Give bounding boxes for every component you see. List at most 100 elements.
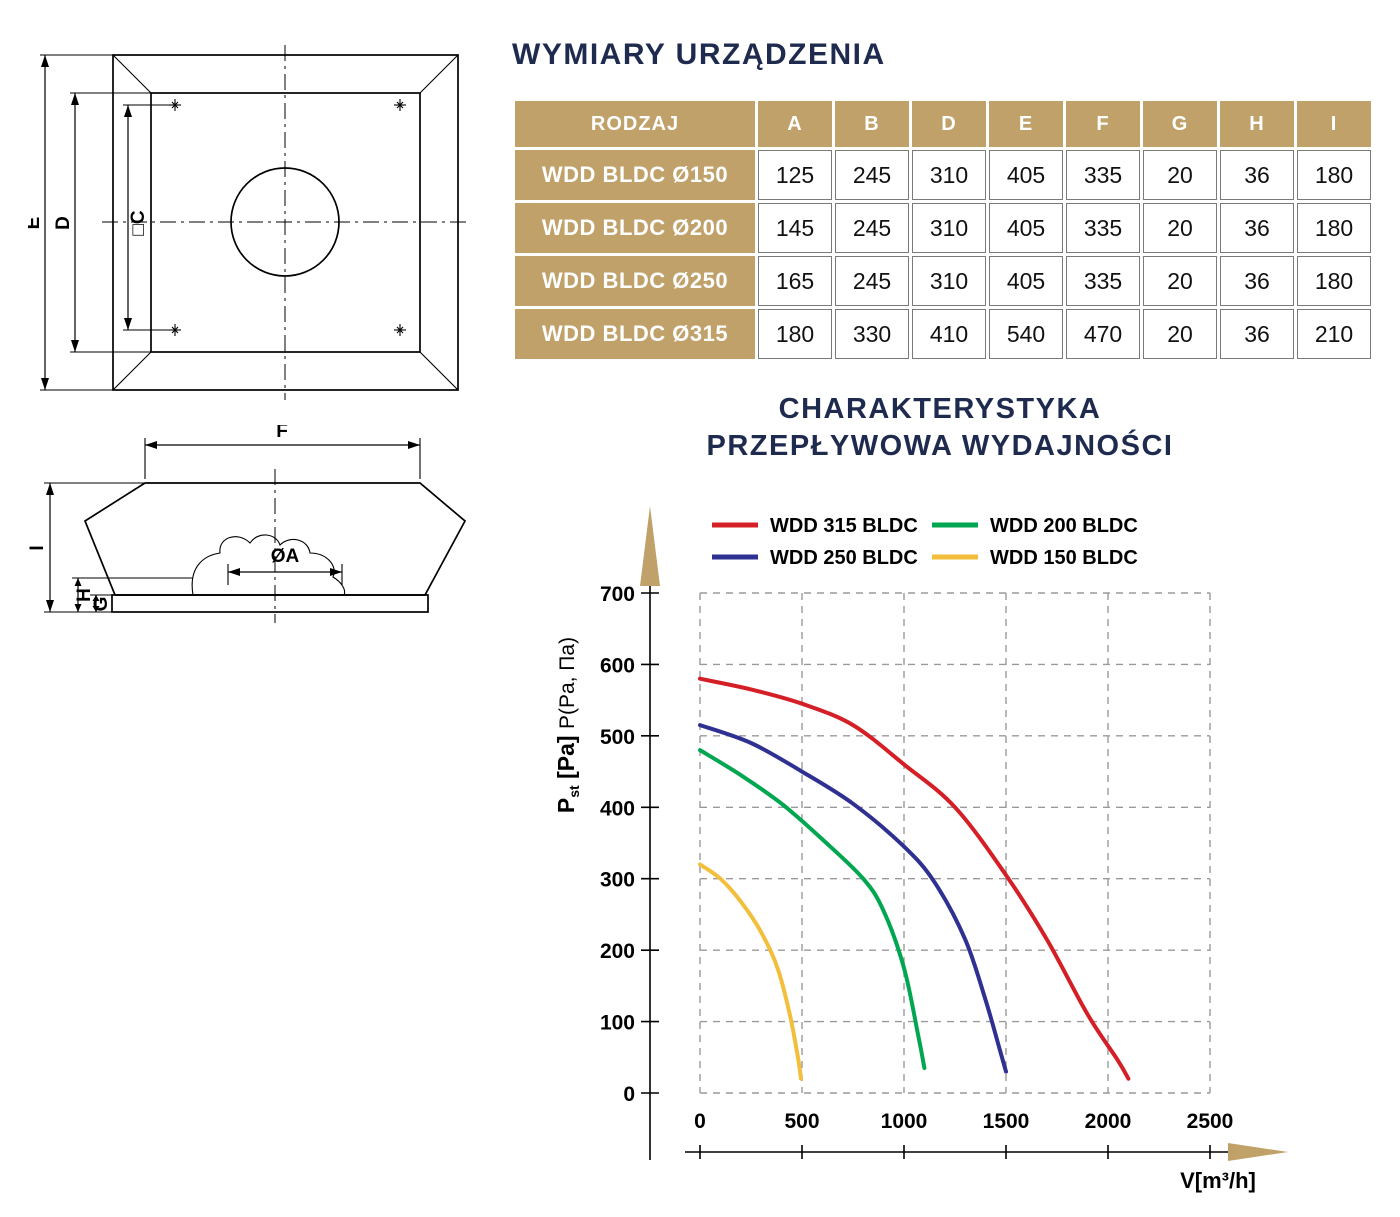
inner-square: [150, 92, 421, 353]
x-tick-label: 1000: [881, 1110, 928, 1133]
dimension-label-h: H: [74, 588, 95, 602]
column-header-h: H: [1220, 101, 1294, 147]
legend-label: WDD 250 BLDC: [770, 547, 918, 569]
table-cell: 405: [989, 203, 1063, 253]
table-row-label: WDD BLDC Ø315: [515, 309, 755, 359]
y-tick-label: 500: [600, 726, 635, 749]
column-header-rodzaj: RODZAJ: [515, 101, 755, 147]
corner-fold-line: [419, 54, 459, 94]
page-title: WYMIARY URZĄDZENIA: [512, 38, 886, 71]
table-cell: 20: [1143, 256, 1217, 306]
table-cell: 310: [912, 256, 986, 306]
table-cell: 245: [835, 256, 909, 306]
table-row-label: WDD BLDC Ø200: [515, 203, 755, 253]
dimension-h: H: [72, 577, 193, 612]
curve-wdd-315-bldc: [698, 676, 1131, 1081]
table-cell: 36: [1220, 309, 1294, 359]
table-cell: 330: [835, 309, 909, 359]
column-header-i: I: [1297, 101, 1371, 147]
table-row: WDD BLDC Ø315 180 330 410 540 470 20 36 210: [515, 309, 1371, 359]
impeller-silhouette: [191, 534, 346, 596]
dimension-g: G: [90, 594, 112, 612]
dimensions-table: RODZAJ A B D E F G H I WDD BLDC Ø150 125 2…: [512, 98, 1374, 362]
table-cell: 245: [835, 150, 909, 200]
x-tick-label: 0: [694, 1110, 706, 1133]
x-tick-label: 2500: [1187, 1110, 1234, 1133]
chart-title-line1: CHARAKTERYSTYKA: [778, 393, 1102, 425]
table-cell: 310: [912, 150, 986, 200]
table-cell: 145: [758, 203, 832, 253]
table-cell: 180: [758, 309, 832, 359]
column-header-g: G: [1143, 101, 1217, 147]
curve-wdd-150-bldc: [698, 862, 803, 1081]
table-cell: 180: [1297, 150, 1371, 200]
table-row-label: WDD BLDC Ø150: [515, 150, 755, 200]
flow-performance-chart: 0 100 200 300 400 500 600 700 0 500 1000 1500 2000 25…: [553, 506, 1288, 1193]
table-cell: 180: [1297, 203, 1371, 253]
dimension-label-c: □C: [128, 210, 149, 235]
table-cell: 180: [1297, 256, 1371, 306]
screw-marks: [169, 99, 406, 336]
dimension-label-i: I: [28, 545, 48, 550]
dimension-e: E: [28, 54, 113, 391]
table-cell: 20: [1143, 203, 1217, 253]
table-row: WDD BLDC Ø250 165 245 310 405 335 20 36 180: [515, 256, 1371, 306]
chart-title: CHARAKTERYSTYKA PRZEPŁYWOWA WYDAJNOŚCI: [520, 391, 1360, 465]
table-cell: 540: [989, 309, 1063, 359]
y-tick-label: 0: [623, 1083, 635, 1106]
table-cell: 335: [1066, 203, 1140, 253]
curve-wdd-200-bldc: [698, 748, 927, 1070]
table-row-label: WDD BLDC Ø250: [515, 256, 755, 306]
y-tick-label: 300: [600, 869, 635, 892]
column-header-e: E: [989, 101, 1063, 147]
dimension-c: □C: [123, 104, 169, 331]
chart-title-line2: PRZEPŁYWOWA WYDAJNOŚCI: [706, 430, 1174, 463]
curve-wdd-250-bldc: [698, 723, 1008, 1074]
table-cell: 405: [989, 150, 1063, 200]
y-axis-arrow-icon: [640, 506, 660, 586]
table-cell: 335: [1066, 150, 1140, 200]
table-cell: 36: [1220, 203, 1294, 253]
table-row: WDD BLDC Ø150 125 245 310 405 335 20 36 180: [515, 150, 1371, 200]
table-row: WDD BLDC Ø200 145 245 310 405 335 20 36 180: [515, 203, 1371, 253]
table-cell: 470: [1066, 309, 1140, 359]
y-tick-label: 100: [600, 1012, 635, 1035]
table-cell: 20: [1143, 150, 1217, 200]
table-cell: 36: [1220, 150, 1294, 200]
x-tick-label: 2000: [1085, 1110, 1132, 1133]
column-header-d: D: [912, 101, 986, 147]
corner-fold-line: [419, 351, 459, 391]
dimension-d: D: [53, 92, 151, 353]
y-tick-label: 700: [600, 583, 635, 606]
column-header-a: A: [758, 101, 832, 147]
dimension-a: ØA: [227, 546, 343, 585]
table-cell: 125: [758, 150, 832, 200]
table-cell: 20: [1143, 309, 1217, 359]
y-tick-label: 200: [600, 940, 635, 963]
table-cell: 165: [758, 256, 832, 306]
legend-label: WDD 200 BLDC: [990, 515, 1138, 537]
legend-label: WDD 315 BLDC: [770, 515, 918, 537]
dimension-f: F: [144, 425, 421, 479]
y-tick-label: 600: [600, 654, 635, 677]
column-header-f: F: [1066, 101, 1140, 147]
legend-label: WDD 150 BLDC: [990, 547, 1138, 569]
dimension-label-a: ØA: [271, 546, 300, 567]
x-tick-label: 500: [784, 1110, 819, 1133]
table-cell: 410: [912, 309, 986, 359]
table-cell: 335: [1066, 256, 1140, 306]
dimension-label-e: E: [28, 217, 44, 230]
x-tick-label: 1500: [983, 1110, 1030, 1133]
table-cell: 210: [1297, 309, 1371, 359]
base-plate: [111, 594, 429, 613]
y-axis-label: Pst [Pa] P(Pa, Па): [553, 637, 582, 813]
y-tick-label: 400: [600, 797, 635, 820]
top-view-drawing: E D □C: [28, 45, 469, 400]
table-cell: 310: [912, 203, 986, 253]
table-cell: 36: [1220, 256, 1294, 306]
table-header-row: RODZAJ A B D E F G H I: [515, 101, 1371, 147]
dimension-label-g: G: [91, 597, 112, 612]
corner-fold-line: [112, 54, 152, 94]
column-header-b: B: [835, 101, 909, 147]
table-cell: 245: [835, 203, 909, 253]
